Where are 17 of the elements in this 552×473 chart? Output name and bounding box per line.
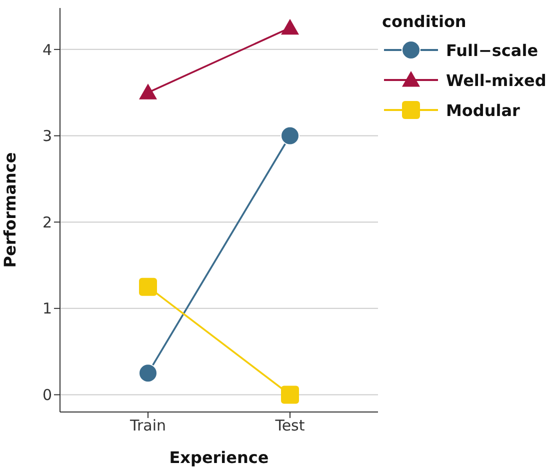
x-axis-title: Experience <box>169 448 269 467</box>
x-tick-label: Train <box>129 416 166 435</box>
legend-title: condition <box>382 12 468 31</box>
legend-label: Well-mixed <box>446 70 546 90</box>
y-tick-label: 0 <box>42 386 52 404</box>
y-tick-label: 4 <box>42 40 52 59</box>
point <box>139 278 157 296</box>
legend-label: Full−scale <box>446 40 538 60</box>
y-tick-label: 3 <box>42 127 52 146</box>
y-tick-label: 1 <box>42 300 52 318</box>
point <box>138 364 158 383</box>
legend-label: Modular <box>446 100 520 120</box>
point <box>280 126 300 146</box>
point <box>281 386 299 404</box>
y-tick-label: 2 <box>42 213 52 232</box>
y-axis-title: Performance <box>0 152 20 268</box>
x-tick-label: Test <box>274 416 305 435</box>
